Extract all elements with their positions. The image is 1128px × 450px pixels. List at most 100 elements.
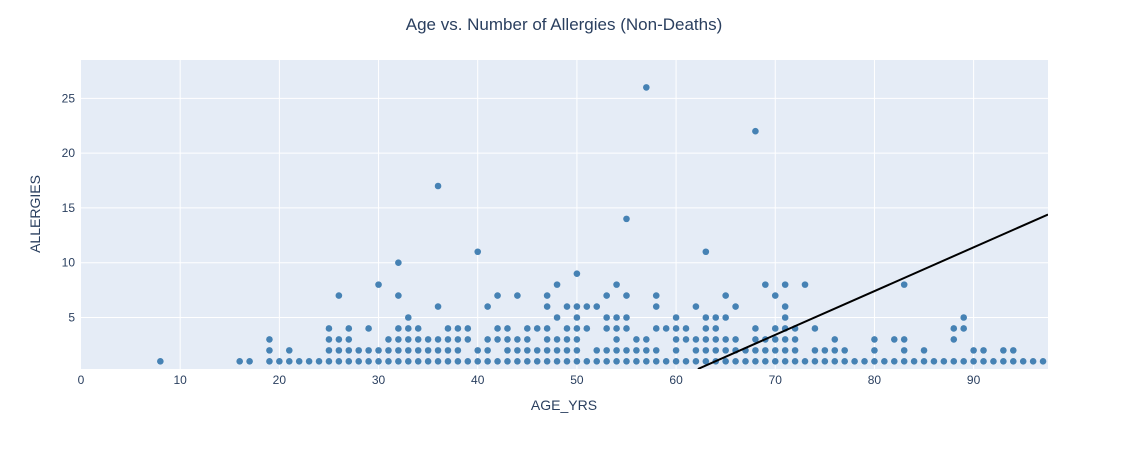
- data-point: [395, 259, 402, 267]
- data-point: [583, 303, 591, 310]
- data-point: [960, 325, 967, 332]
- data-point: [494, 336, 501, 343]
- data-point: [335, 358, 343, 365]
- data-point: [752, 336, 759, 343]
- data-point: [970, 347, 977, 354]
- x-tick-label: 80: [868, 373, 882, 387]
- data-point: [623, 292, 630, 299]
- data-point: [444, 325, 452, 332]
- data-point: [702, 248, 710, 256]
- data-point: [771, 292, 779, 299]
- data-point: [613, 336, 620, 343]
- data-point: [543, 292, 551, 299]
- plot-area: [157, 84, 1048, 369]
- data-point: [474, 248, 482, 256]
- data-point: [623, 347, 630, 354]
- data-point: [583, 325, 591, 332]
- data-point: [593, 303, 601, 310]
- data-point: [672, 347, 680, 354]
- data-point: [791, 336, 799, 343]
- data-point: [464, 358, 472, 365]
- data-point: [781, 314, 789, 321]
- data-point: [890, 358, 898, 365]
- data-point: [603, 314, 610, 321]
- data-point: [573, 325, 581, 332]
- data-point: [623, 215, 630, 223]
- data-point: [722, 292, 729, 299]
- data-point: [841, 347, 848, 354]
- x-tick-label: 0: [78, 373, 85, 387]
- data-point: [821, 347, 829, 354]
- data-point: [871, 336, 878, 343]
- data-point: [543, 358, 551, 365]
- data-point: [950, 358, 958, 365]
- data-point: [871, 347, 878, 354]
- data-point: [543, 336, 551, 343]
- data-point: [573, 347, 581, 354]
- data-point: [246, 358, 253, 365]
- data-point: [702, 336, 710, 343]
- data-point: [771, 347, 779, 354]
- data-point: [305, 358, 313, 365]
- chart-title: Age vs. Number of Allergies (Non-Deaths): [406, 15, 723, 34]
- data-point: [553, 314, 561, 321]
- data-point: [752, 325, 759, 332]
- data-point: [504, 336, 511, 343]
- data-point: [1019, 358, 1027, 365]
- data-point: [553, 347, 561, 354]
- data-point: [692, 336, 700, 343]
- data-point: [762, 358, 769, 365]
- data-point: [266, 358, 273, 365]
- data-points: [157, 84, 1047, 365]
- data-point: [960, 314, 967, 321]
- y-axis-title: ALLERGIES: [27, 175, 43, 253]
- data-point: [454, 336, 462, 343]
- data-point: [464, 336, 472, 343]
- data-point: [276, 358, 283, 365]
- data-point: [325, 336, 333, 343]
- data-point: [325, 347, 333, 354]
- data-point: [781, 281, 789, 288]
- data-point: [801, 358, 809, 365]
- data-point: [414, 325, 422, 332]
- data-point: [444, 358, 452, 365]
- data-point: [861, 358, 868, 365]
- data-point: [444, 347, 452, 354]
- data-point: [553, 336, 561, 343]
- data-point: [623, 358, 630, 365]
- data-point: [543, 303, 551, 310]
- data-point: [345, 358, 353, 365]
- data-point: [414, 358, 422, 365]
- data-point: [633, 358, 640, 365]
- data-point: [920, 358, 928, 365]
- data-point: [613, 358, 620, 365]
- x-axis-ticks: 0 10 20 30 40 50 60 70 80 90: [78, 373, 981, 387]
- trendline-layer: [697, 213, 1048, 369]
- data-point: [484, 336, 491, 343]
- data-point: [702, 314, 710, 321]
- data-point: [1000, 358, 1007, 365]
- data-point: [395, 292, 402, 299]
- data-point: [762, 281, 769, 288]
- data-point: [821, 358, 829, 365]
- data-point: [504, 347, 511, 354]
- data-point: [524, 358, 531, 365]
- data-point: [424, 347, 432, 354]
- data-point: [573, 303, 581, 310]
- data-point: [702, 325, 710, 332]
- data-point: [771, 325, 779, 332]
- data-point: [881, 358, 888, 365]
- data-point: [266, 336, 273, 343]
- data-point: [514, 336, 521, 343]
- data-point: [811, 347, 819, 354]
- data-point: [563, 336, 571, 343]
- gridlines: [81, 60, 1048, 369]
- data-point: [464, 325, 472, 332]
- data-point: [752, 347, 759, 354]
- data-point: [613, 281, 620, 288]
- data-point: [742, 358, 749, 365]
- data-point: [940, 358, 948, 365]
- data-point: [385, 358, 392, 365]
- data-point: [514, 347, 521, 354]
- data-point: [573, 314, 581, 321]
